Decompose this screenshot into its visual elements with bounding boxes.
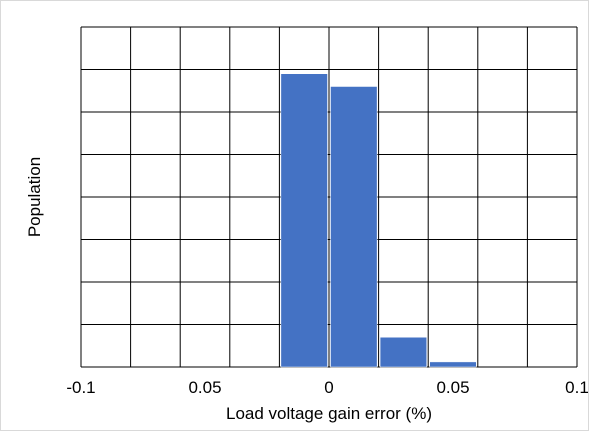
histogram-bar	[379, 337, 427, 368]
plot-grid	[80, 26, 578, 368]
x-tick-label: -0.1	[66, 378, 95, 397]
y-axis-title: Population	[25, 157, 44, 237]
x-tick-label: 0.05	[436, 378, 469, 397]
x-tick-labels: -0.1 0.05 0 0.05 0.1	[66, 378, 588, 397]
x-axis-title: Load voltage gain error (%)	[226, 404, 432, 423]
bars	[280, 73, 477, 368]
histogram-bar	[330, 86, 378, 368]
histogram-bar	[429, 361, 477, 368]
histogram-bar	[280, 73, 328, 368]
x-tick-label: 0.1	[565, 378, 589, 397]
x-tick-label: 0.05	[188, 378, 221, 397]
x-tick-label: 0	[324, 378, 333, 397]
